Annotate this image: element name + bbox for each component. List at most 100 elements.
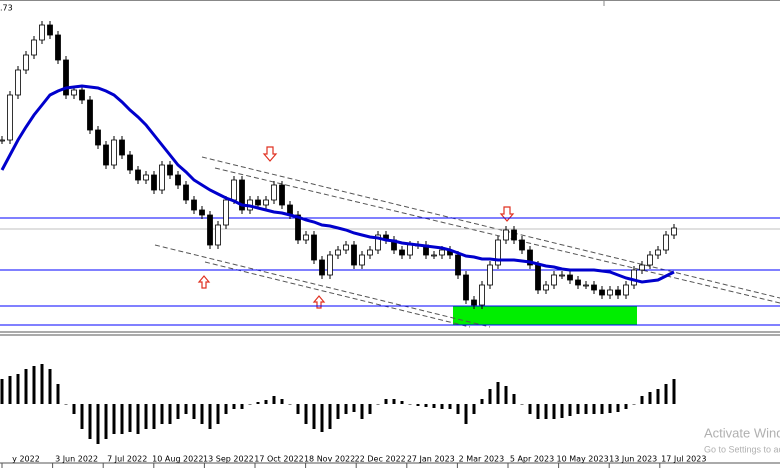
- candle: [159, 164, 165, 191]
- candle: [87, 99, 93, 131]
- histogram-bar: [128, 404, 132, 432]
- histogram-bar: [288, 404, 292, 405]
- histogram-bar: [312, 404, 316, 429]
- histogram-bar: [536, 404, 540, 419]
- candle: [31, 39, 37, 56]
- candle: [551, 274, 557, 286]
- x-tick-label: 27 Jan 2023: [407, 455, 455, 464]
- candle: [127, 154, 133, 171]
- histogram-bar: [400, 401, 404, 404]
- histogram-bar: [360, 404, 364, 419]
- candle: [319, 259, 325, 276]
- candle: [359, 254, 365, 266]
- candle: [111, 139, 117, 166]
- candle: [255, 199, 261, 206]
- histogram-bar: [432, 404, 436, 408]
- watermark-subtitle: Go to Settings to activate Windows.: [704, 444, 780, 454]
- histogram-bar: [568, 404, 572, 416]
- histogram-bar: [440, 404, 444, 409]
- candle: [223, 199, 229, 226]
- histogram-bar: [32, 366, 36, 404]
- candle: [335, 249, 341, 256]
- histogram-bar: [96, 404, 100, 444]
- histogram-bar: [608, 404, 612, 413]
- watermark-title: Activate Windows: [704, 425, 780, 440]
- histogram-bar: [168, 404, 172, 424]
- candle: [23, 54, 29, 71]
- histogram-bar: [648, 392, 652, 404]
- price-label: .73: [0, 4, 13, 13]
- candle: [535, 264, 541, 291]
- candle: [0, 139, 5, 142]
- histogram-bar: [296, 404, 300, 414]
- candle: [407, 244, 413, 256]
- histogram-bar: [344, 404, 348, 414]
- histogram-bar: [144, 404, 148, 429]
- histogram-bar: [464, 404, 468, 424]
- candle: [175, 174, 181, 186]
- candle: [7, 94, 13, 141]
- candle: [527, 249, 533, 266]
- histogram-bar: [416, 404, 420, 406]
- candle: [463, 274, 469, 301]
- x-tick-label: y 2022: [12, 455, 40, 464]
- candle: [143, 174, 149, 181]
- candle: [279, 184, 285, 206]
- histogram-bar: [384, 399, 388, 404]
- candle: [455, 254, 461, 276]
- candle: [79, 89, 85, 101]
- candle: [135, 169, 141, 181]
- histogram-bar: [584, 404, 588, 414]
- candle: [303, 234, 309, 241]
- channel: [154, 156, 780, 328]
- candle: [311, 234, 317, 261]
- histogram-bar: [672, 379, 676, 404]
- histogram-bar: [152, 404, 156, 429]
- histogram-bar: [552, 404, 556, 419]
- histogram-bar: [256, 402, 260, 404]
- histogram-bar: [448, 404, 452, 409]
- candle: [183, 184, 189, 201]
- histogram-bar: [528, 404, 532, 414]
- candle: [399, 249, 405, 256]
- histogram-bar: [184, 404, 188, 414]
- histogram-bar: [328, 404, 332, 429]
- histogram-bar: [632, 404, 636, 405]
- candle: [639, 264, 645, 271]
- candle: [543, 284, 549, 291]
- histogram-bar: [24, 369, 28, 404]
- histogram-bar: [272, 396, 276, 404]
- candle: [63, 59, 69, 96]
- x-tick-label: 17 Oct 2022: [254, 455, 303, 464]
- x-tick-label: 13 Sep 2022: [203, 455, 254, 464]
- candle: [567, 274, 573, 281]
- candle: [327, 254, 333, 276]
- histogram-bar: [592, 404, 596, 414]
- histogram-bar: [664, 384, 668, 404]
- histogram-bar: [200, 404, 204, 424]
- histogram-bar: [216, 404, 220, 424]
- histogram-bar: [104, 404, 108, 439]
- candle: [663, 234, 669, 251]
- candle: [575, 279, 581, 286]
- histogram-bar: [576, 404, 580, 414]
- candle: [495, 239, 501, 266]
- candle: [519, 239, 525, 251]
- histogram-bar: [240, 404, 244, 409]
- candle: [367, 249, 373, 256]
- x-tick-label: 10 Aug 2022: [152, 455, 203, 464]
- candle: [151, 174, 157, 191]
- candle: [591, 284, 597, 291]
- histogram-bar: [480, 399, 484, 404]
- candle: [655, 249, 661, 256]
- candle: [503, 229, 509, 241]
- candle: [207, 214, 213, 246]
- demand-zone: [453, 306, 637, 325]
- histogram-bar: [320, 404, 324, 432]
- x-tick-label: 3 Jun 2022: [55, 455, 98, 464]
- histogram-bar: [208, 404, 212, 429]
- histogram-bar: [0, 379, 4, 404]
- candle: [271, 184, 277, 201]
- histogram-bar: [80, 404, 84, 429]
- histogram-bar: [88, 404, 92, 439]
